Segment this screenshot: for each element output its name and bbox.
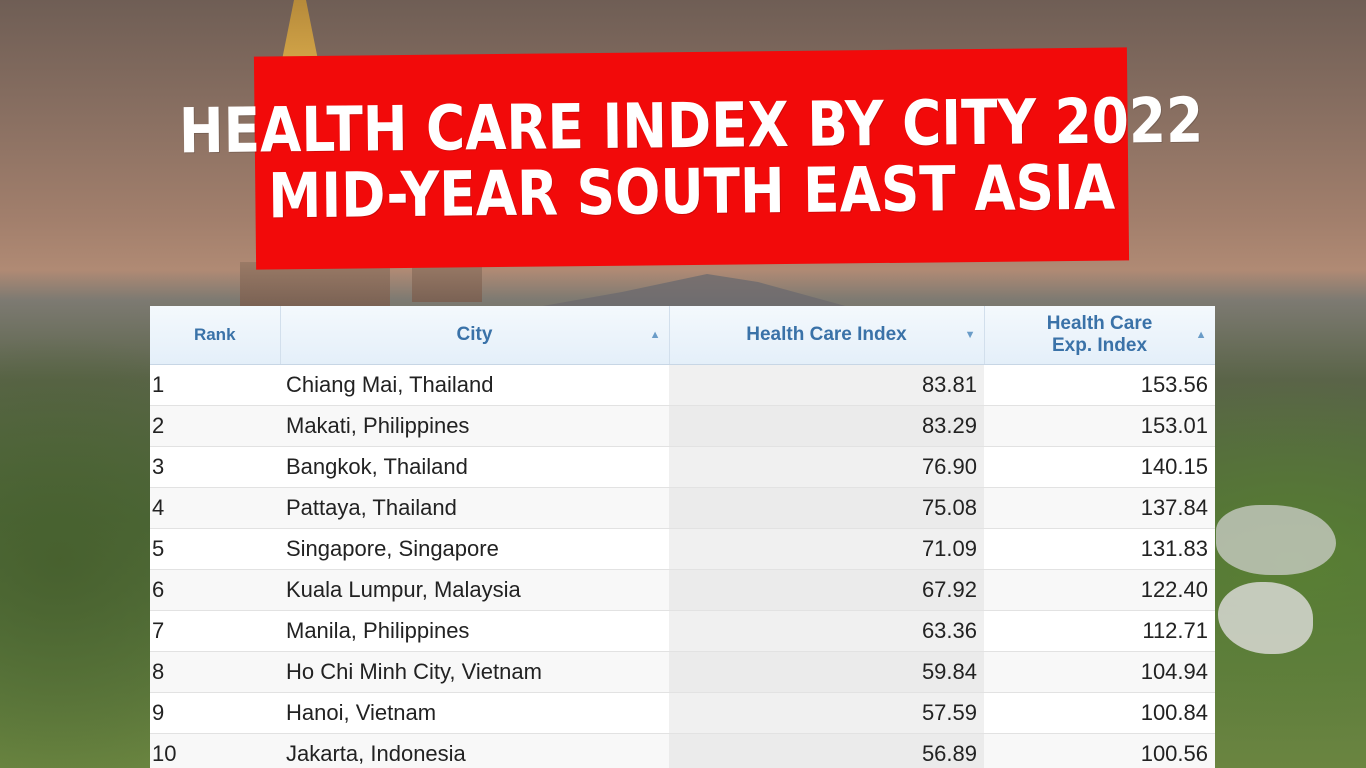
sort-asc-icon[interactable]: ▲ (1195, 329, 1207, 341)
pagoda-base-secondary (412, 262, 482, 302)
table-row: 1 Chiang Mai, Thailand 83.81 153.56 (150, 364, 1215, 406)
health-care-index-cell: 76.90 (669, 446, 984, 488)
exp-index-cell: 104.94 (984, 651, 1215, 693)
rank-cell: 10 (150, 733, 280, 768)
table-row: 5 Singapore, Singapore 71.09 131.83 (150, 528, 1215, 570)
health-care-index-column-header[interactable]: Health Care Index ▼ (669, 306, 985, 365)
flowerbed (1216, 505, 1336, 575)
table-header-row: Rank City ▲ Health Care Index ▼ Health C… (150, 306, 1215, 365)
table-row: 8 Ho Chi Minh City, Vietnam 59.84 104.94 (150, 651, 1215, 693)
exp-index-column-header[interactable]: Health Care Exp. Index ▲ (984, 306, 1215, 365)
city-cell: Chiang Mai, Thailand (280, 364, 669, 406)
health-care-index-cell: 83.81 (669, 364, 984, 406)
table-row: 4 Pattaya, Thailand 75.08 137.84 (150, 487, 1215, 529)
title-line-2: Mid-Year South East Asia (268, 150, 1116, 232)
sort-desc-icon[interactable]: ▼ (964, 329, 976, 341)
rank-cell: 9 (150, 692, 280, 734)
rank-cell: 7 (150, 610, 280, 652)
health-care-index-cell: 63.36 (669, 610, 984, 652)
exp-index-cell: 100.56 (984, 733, 1215, 768)
city-column-header[interactable]: City ▲ (280, 306, 670, 365)
exp-index-cell: 153.56 (984, 364, 1215, 406)
rank-header-label: Rank (193, 325, 236, 344)
exp-index-cell: 137.84 (984, 487, 1215, 529)
city-cell: Kuala Lumpur, Malaysia (280, 569, 669, 611)
exp-index-header-line-1: Health Care (1046, 313, 1153, 334)
table-row: 3 Bangkok, Thailand 76.90 140.15 (150, 446, 1215, 488)
health-care-index-cell: 83.29 (669, 405, 984, 447)
city-cell: Singapore, Singapore (280, 528, 669, 570)
table-body: 1 Chiang Mai, Thailand 83.81 153.56 2 Makati,… (150, 364, 1215, 768)
city-cell: Jakarta, Indonesia (280, 733, 669, 768)
rank-cell: 2 (150, 405, 280, 447)
exp-index-cell: 140.15 (984, 446, 1215, 488)
rank-cell: 4 (150, 487, 280, 529)
rank-cell: 1 (150, 364, 280, 406)
exp-index-cell: 131.83 (984, 528, 1215, 570)
exp-index-cell: 153.01 (984, 405, 1215, 447)
city-cell: Manila, Philippines (280, 610, 669, 652)
city-cell: Makati, Philippines (280, 405, 669, 447)
city-header-label: City (456, 324, 493, 345)
health-care-index-header-label: Health Care Index (746, 324, 907, 345)
city-cell: Hanoi, Vietnam (280, 692, 669, 734)
rank-cell: 6 (150, 569, 280, 611)
table-row: 9 Hanoi, Vietnam 57.59 100.84 (150, 692, 1215, 734)
data-table: Rank City ▲ Health Care Index ▼ Health C… (150, 306, 1215, 768)
table-row: 7 Manila, Philippines 63.36 112.71 (150, 610, 1215, 652)
rank-cell: 3 (150, 446, 280, 488)
rank-column-header[interactable]: Rank (150, 306, 281, 365)
table-row: 6 Kuala Lumpur, Malaysia 67.92 122.40 (150, 569, 1215, 611)
city-cell: Ho Chi Minh City, Vietnam (280, 651, 669, 693)
title-banner: Health Care Index by City 2022 Mid-Year … (179, 47, 1204, 270)
health-care-index-cell: 75.08 (669, 487, 984, 529)
health-care-index-cell: 67.92 (669, 569, 984, 611)
rank-cell: 5 (150, 528, 280, 570)
table-row: 2 Makati, Philippines 83.29 153.01 (150, 405, 1215, 447)
exp-index-cell: 112.71 (984, 610, 1215, 652)
health-care-index-cell: 71.09 (669, 528, 984, 570)
city-cell: Pattaya, Thailand (280, 487, 669, 529)
city-cell: Bangkok, Thailand (280, 446, 669, 488)
health-care-index-cell: 57.59 (669, 692, 984, 734)
rank-cell: 8 (150, 651, 280, 693)
exp-index-cell: 100.84 (984, 692, 1215, 734)
exp-index-cell: 122.40 (984, 569, 1215, 611)
heart-flowerbed (1218, 582, 1313, 654)
table-row: 10 Jakarta, Indonesia 56.89 100.56 (150, 733, 1215, 768)
exp-index-header-line-2: Exp. Index (1051, 335, 1148, 356)
health-care-index-cell: 56.89 (669, 733, 984, 768)
health-care-table: Rank City ▲ Health Care Index ▼ Health C… (150, 306, 1215, 768)
health-care-index-cell: 59.84 (669, 651, 984, 693)
sort-asc-icon[interactable]: ▲ (649, 329, 661, 341)
